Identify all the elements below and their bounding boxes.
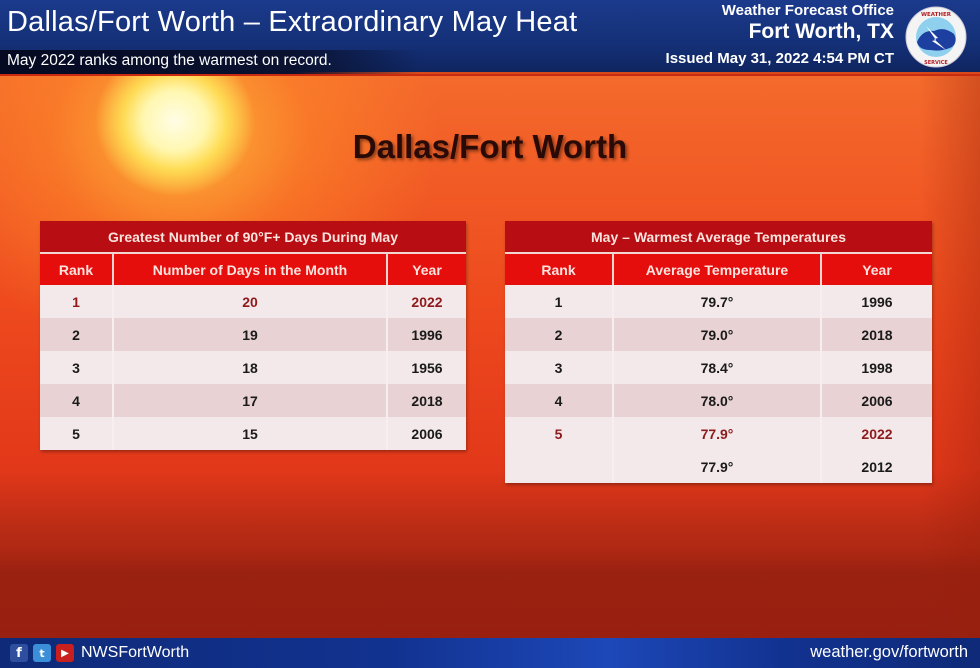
social-handle[interactable]: NWSFortWorth xyxy=(81,644,190,661)
column-header-rank: Rank xyxy=(40,254,114,285)
location-heading: Dallas/Fort Worth xyxy=(352,128,628,165)
year-cell: 2018 xyxy=(388,384,466,417)
rank-cell: 1 xyxy=(505,285,614,318)
horizon-haze xyxy=(0,546,980,638)
table-row: 4 78.0° 2006 xyxy=(505,384,932,417)
table-row: 5 15 2006 xyxy=(40,417,466,450)
year-cell: 2022 xyxy=(388,285,466,318)
column-header-avg-temp: Average Temperature xyxy=(614,254,822,285)
table-row: 2 79.0° 2018 xyxy=(505,318,932,351)
table-row: 2 19 1996 xyxy=(40,318,466,351)
table-row: 77.9° 2012 xyxy=(505,450,932,483)
header-banner: Dallas/Fort Worth – Extraordinary May He… xyxy=(0,0,980,74)
year-cell: 2006 xyxy=(388,417,466,450)
rank-cell: 4 xyxy=(505,384,614,417)
table-row: 4 17 2018 xyxy=(40,384,466,417)
year-cell: 1996 xyxy=(822,285,932,318)
value-cell: 15 xyxy=(114,417,388,450)
rank-cell: 4 xyxy=(40,384,114,417)
table-caption: Greatest Number of 90°F+ Days During May xyxy=(40,221,466,254)
page-title: Dallas/Fort Worth – Extraordinary May He… xyxy=(7,6,578,38)
rank-cell: 5 xyxy=(40,417,114,450)
rank-cell: 3 xyxy=(505,351,614,384)
value-cell: 78.4° xyxy=(614,351,822,384)
rank-cell: 5 xyxy=(505,417,614,450)
page-subtitle: May 2022 ranks among the warmest on reco… xyxy=(7,52,332,69)
rank-cell xyxy=(505,450,614,483)
year-cell: 2006 xyxy=(822,384,932,417)
value-cell: 78.0° xyxy=(614,384,822,417)
year-cell: 1996 xyxy=(388,318,466,351)
year-cell: 2012 xyxy=(822,450,932,483)
table-row: 3 18 1956 xyxy=(40,351,466,384)
office-city: Fort Worth, TX xyxy=(748,20,894,43)
table-row: 3 78.4° 1998 xyxy=(505,351,932,384)
table-row: 1 20 2022 xyxy=(40,285,466,318)
value-cell: 77.9° xyxy=(614,417,822,450)
value-cell: 79.0° xyxy=(614,318,822,351)
rank-cell: 2 xyxy=(505,318,614,351)
year-cell: 1956 xyxy=(388,351,466,384)
twitter-icon[interactable]: t xyxy=(33,644,51,662)
issued-timestamp: Issued May 31, 2022 4:54 PM CT xyxy=(665,50,894,67)
warmest-avg-temp-table: May – Warmest Average Temperatures Rank … xyxy=(505,221,932,483)
social-links: f t ▶ NWSFortWorth xyxy=(10,644,189,662)
subtitle-bar xyxy=(0,50,420,74)
value-cell: 19 xyxy=(114,318,388,351)
column-header-year: Year xyxy=(822,254,932,285)
column-header-rank: Rank xyxy=(505,254,614,285)
value-cell: 77.9° xyxy=(614,450,822,483)
website-link[interactable]: weather.gov/fortworth xyxy=(810,643,968,661)
column-header-days: Number of Days in the Month xyxy=(114,254,388,285)
value-cell: 79.7° xyxy=(614,285,822,318)
year-cell: 2018 xyxy=(822,318,932,351)
rank-cell: 2 xyxy=(40,318,114,351)
table-row: 5 77.9° 2022 xyxy=(505,417,932,450)
footer-bar: f t ▶ NWSFortWorth weather.gov/fortworth xyxy=(0,638,980,668)
table-caption: May – Warmest Average Temperatures xyxy=(505,221,932,254)
table-row: 1 79.7° 1996 xyxy=(505,285,932,318)
value-cell: 17 xyxy=(114,384,388,417)
youtube-icon[interactable]: ▶ xyxy=(56,644,74,662)
facebook-icon[interactable]: f xyxy=(10,644,28,662)
svg-text:SERVICE: SERVICE xyxy=(924,60,948,66)
rank-cell: 3 xyxy=(40,351,114,384)
value-cell: 20 xyxy=(114,285,388,318)
column-header-year: Year xyxy=(388,254,466,285)
value-cell: 18 xyxy=(114,351,388,384)
svg-text:WEATHER: WEATHER xyxy=(921,12,952,18)
rank-cell: 1 xyxy=(40,285,114,318)
year-cell: 2022 xyxy=(822,417,932,450)
year-cell: 1998 xyxy=(822,351,932,384)
days-90f-table: Greatest Number of 90°F+ Days During May… xyxy=(40,221,466,450)
nws-logo-icon: WEATHER SERVICE xyxy=(905,6,967,68)
office-label: Weather Forecast Office xyxy=(721,2,894,19)
